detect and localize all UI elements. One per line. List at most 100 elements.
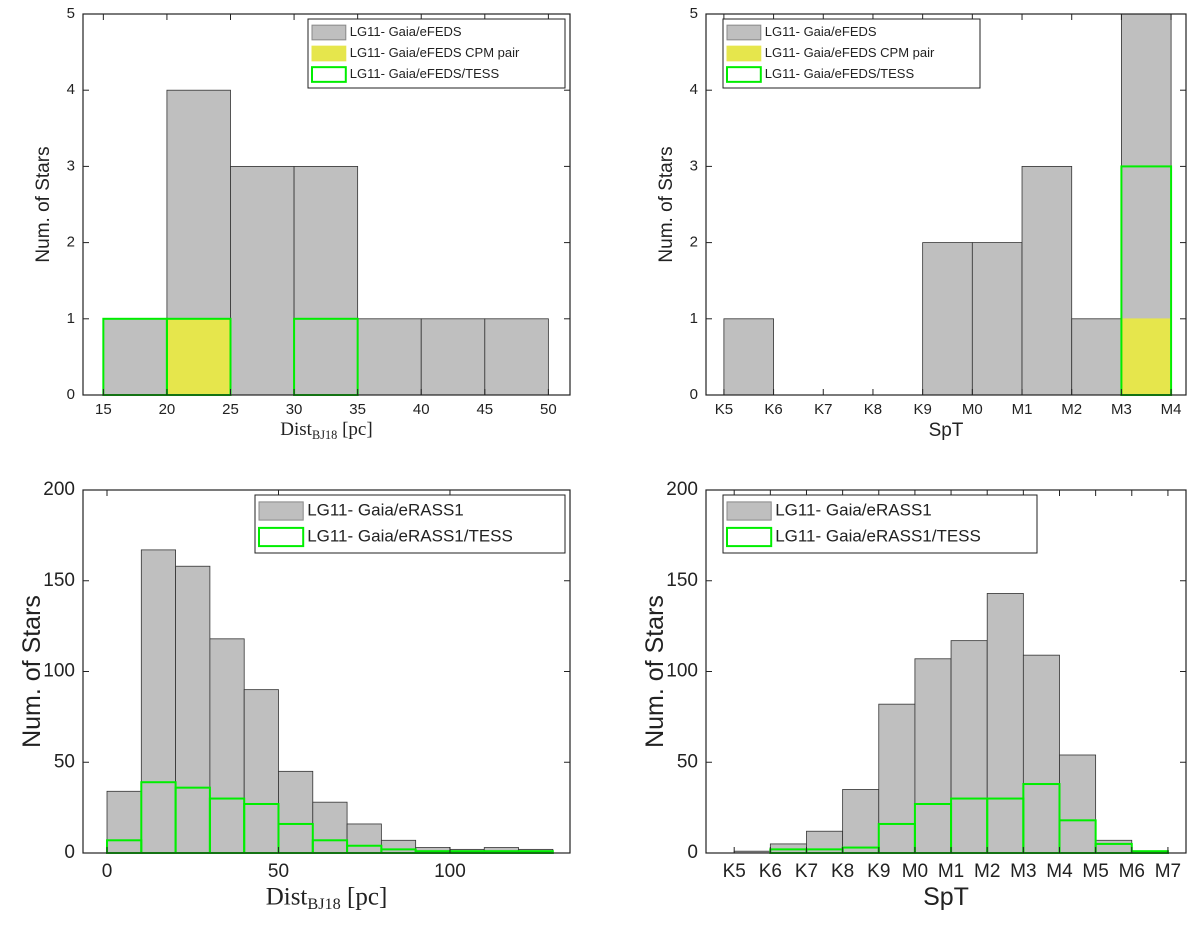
legend-swatch [258,501,304,521]
x-axis-label: DistBJ18 [pc] [266,883,388,912]
bar [1059,754,1097,854]
y-axis-label: Num. of Stars [33,146,54,262]
x-tick-label: K5 [715,401,733,418]
legend-box [722,18,981,89]
x-tick-label: 20 [159,401,176,418]
x-tick-label: 0 [102,861,113,882]
y-tick-label: 0 [67,386,75,403]
bar [484,318,549,396]
x-tick-label: K7 [814,401,832,418]
bar [1022,654,1060,854]
x-tick-label: 30 [286,401,303,418]
bar [140,549,176,854]
bar [106,790,142,854]
legend-swatch [311,24,347,41]
legend-label: LG11- Gaia/eRASS1/TESS [307,526,513,545]
bar [1095,839,1133,854]
x-tick-label: M3 [1111,401,1132,418]
bar [357,318,422,396]
bar [842,789,880,854]
axes-frame [82,13,571,396]
y-tick-label: 100 [666,661,698,682]
y-tick-label: 0 [687,842,698,863]
bar [922,242,973,396]
legend-swatch [726,66,762,83]
legend-swatch [726,24,762,41]
bar [914,658,952,854]
y-tick-label: 200 [666,479,698,500]
x-tick-label: M0 [902,861,928,882]
x-tick-label: M7 [1155,861,1181,882]
y-tick-label: 4 [690,81,698,98]
x-axis-label-sub: BJ18 [312,428,337,442]
y-tick-label: 200 [43,479,75,500]
x-tick-label: M0 [962,401,983,418]
x-tick-label: K7 [795,861,818,882]
x-tick-label: M3 [1010,861,1036,882]
x-tick-label: 45 [476,401,493,418]
x-axis-label-text: Dist [280,419,312,440]
legend-box [307,18,566,89]
y-tick-label: 5 [67,5,75,22]
y-tick-label: 50 [54,751,75,772]
y-tick-label: 5 [690,5,698,22]
x-tick-label: K9 [867,861,890,882]
x-tick-label: M6 [1119,861,1145,882]
legend-label: LG11- Gaia/eFEDS [350,24,462,39]
bar [420,318,486,396]
x-tick-label: M4 [1161,401,1182,418]
x-tick-label: 40 [413,401,430,418]
bar [986,593,1024,854]
y-tick-label: 0 [690,386,698,403]
bar [878,703,916,854]
bar [380,839,417,854]
y-tick-label: 3 [690,157,698,174]
y-tick-label: 4 [67,81,75,98]
legend-label: LG11- Gaia/eFEDS [765,24,877,39]
y-axis-label: Num. of Stars [18,595,46,748]
x-tick-label: K8 [831,861,854,882]
legend-label: LG11- Gaia/eRASS1/TESS [775,526,981,545]
x-axis-label-sub: BJ18 [307,895,340,913]
bar [293,165,359,396]
bar [971,242,1023,396]
y-tick-label: 3 [67,157,75,174]
bar [950,640,988,854]
x-tick-label: M2 [974,861,1000,882]
x-tick-label: 100 [434,861,466,882]
legend-label: LG11- Gaia/eRASS1 [307,500,464,519]
legend-swatch [726,45,762,62]
y-tick-label: 1 [690,310,698,327]
legend-swatch [311,45,347,62]
x-axis-label: SpT [929,420,964,441]
legend-swatch [311,66,347,83]
y-tick-label: 150 [43,570,75,591]
x-tick-label: M1 [1012,401,1033,418]
bar [243,689,279,854]
bar [346,823,382,854]
x-axis-label: DistBJ18 [pc] [280,419,372,441]
y-tick-label: 0 [64,842,75,863]
y-tick-label: 100 [43,661,75,682]
x-tick-label: 15 [95,401,112,418]
y-axis-label: Num. of Stars [641,595,669,748]
x-axis-label-rest: [pc] [337,419,372,440]
y-axis-label: Num. of Stars [656,146,677,262]
y-tick-label: 50 [677,751,698,772]
axes-frame [705,13,1187,396]
legend-label: LG11- Gaia/eFEDS CPM pair [350,45,520,60]
x-tick-label: 35 [349,401,366,418]
legend-box [722,494,1038,554]
x-tick-label: 50 [540,401,557,418]
legend-swatch [726,501,772,521]
x-tick-label: K6 [759,861,782,882]
y-tick-label: 2 [690,234,698,251]
legend-label: LG11- Gaia/eFEDS/TESS [350,66,500,81]
x-tick-label: M4 [1046,861,1073,882]
x-axis-label-text: Dist [266,883,308,910]
bar [230,165,295,396]
bar [175,565,211,854]
legend-swatch [258,526,305,548]
x-tick-label: M5 [1082,861,1108,882]
